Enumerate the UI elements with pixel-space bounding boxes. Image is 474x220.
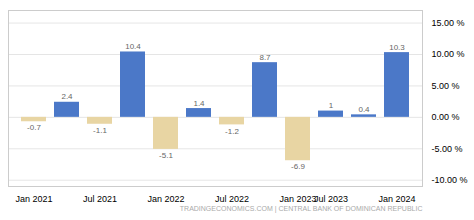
svg-text:Jan 2021: Jan 2021 bbox=[15, 194, 52, 204]
svg-text:-10.00 %: -10.00 % bbox=[432, 175, 468, 185]
svg-text:Jul 2021: Jul 2021 bbox=[83, 194, 117, 204]
svg-text:-5.00 %: -5.00 % bbox=[432, 144, 463, 154]
svg-text:10.3: 10.3 bbox=[389, 43, 405, 52]
svg-text:1: 1 bbox=[329, 101, 334, 110]
svg-text:15.00 %: 15.00 % bbox=[432, 18, 465, 28]
svg-text:Jul 2022: Jul 2022 bbox=[215, 194, 249, 204]
svg-text:-6.9: -6.9 bbox=[291, 162, 305, 171]
svg-text:5.00 %: 5.00 % bbox=[432, 81, 460, 91]
svg-text:-1.2: -1.2 bbox=[225, 127, 239, 136]
svg-text:Jan 2023: Jan 2023 bbox=[279, 194, 316, 204]
svg-text:-5.1: -5.1 bbox=[159, 151, 173, 160]
svg-text:Jul 2023: Jul 2023 bbox=[314, 194, 348, 204]
svg-text:8.7: 8.7 bbox=[259, 53, 271, 62]
svg-text:Jan 2024: Jan 2024 bbox=[378, 194, 415, 204]
svg-text:-0.7: -0.7 bbox=[27, 123, 41, 132]
svg-text:-1.1: -1.1 bbox=[93, 126, 107, 135]
svg-text:10.4: 10.4 bbox=[125, 42, 141, 51]
svg-text:TRADINGECONOMICS.COM | CENTRAL: TRADINGECONOMICS.COM | CENTRAL BANK OF D… bbox=[180, 205, 423, 213]
svg-text:Jan 2022: Jan 2022 bbox=[147, 194, 184, 204]
svg-text:0.00 %: 0.00 % bbox=[432, 112, 460, 122]
svg-text:0.4: 0.4 bbox=[358, 105, 370, 114]
svg-text:2.4: 2.4 bbox=[61, 92, 73, 101]
svg-text:10.00 %: 10.00 % bbox=[432, 49, 465, 59]
svg-text:1.4: 1.4 bbox=[193, 99, 205, 108]
